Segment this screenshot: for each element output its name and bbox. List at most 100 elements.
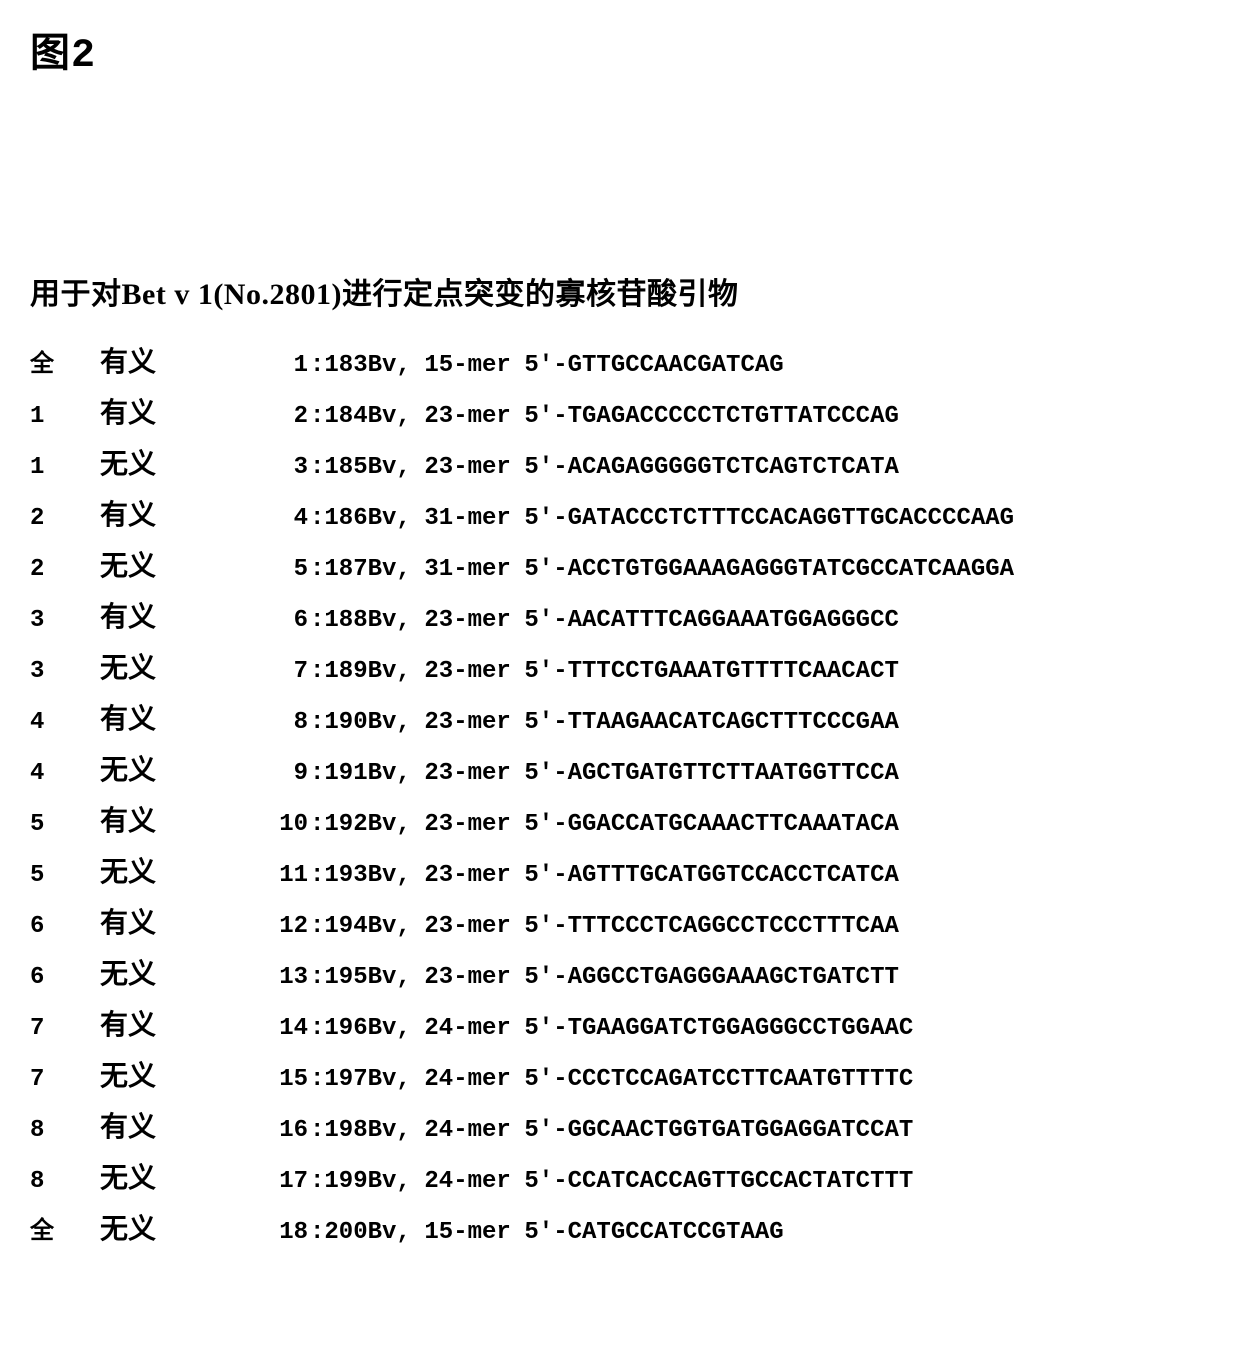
name-cell: 192Bv, — [324, 813, 424, 837]
name-cell: 194Bv, — [324, 915, 424, 939]
name-cell: 198Bv, — [324, 1119, 424, 1143]
index-suffix: : — [310, 864, 324, 888]
sense-cell: 无义 — [100, 1165, 250, 1193]
table-row: 5无义11: 193Bv,23-mer 5'-AGTTTGCATGGTCCACC… — [30, 859, 1210, 888]
sequence-cell: 5'-GGCAACTGGTGATGGAGGATCCAT — [524, 1119, 913, 1143]
table-row: 2无义5: 187Bv,31-mer 5'-ACCTGTGGAAAGAGGGTA… — [30, 553, 1210, 582]
name-cell: 187Bv, — [324, 558, 424, 582]
index-cell: 14 — [250, 1017, 310, 1041]
table-row: 1无义3: 185Bv,23-mer 5'-ACAGAGGGGGTCTCAGTC… — [30, 451, 1210, 480]
sense-cell: 有义 — [100, 604, 250, 632]
name-cell: 195Bv, — [324, 966, 424, 990]
sense-cell: 有义 — [100, 1114, 250, 1142]
length-cell: 23-mer — [424, 762, 524, 786]
name-cell: 191Bv, — [324, 762, 424, 786]
group-cell: 4 — [30, 711, 100, 735]
name-cell: 190Bv, — [324, 711, 424, 735]
name-cell: 188Bv, — [324, 609, 424, 633]
table-row: 2有义4:186Bv,31-mer 5'-GATACCCTCTTTCCACAGG… — [30, 502, 1210, 531]
index-cell: 8 — [250, 711, 310, 735]
sequence-cell: 5'-CCCTCCAGATCCTTCAATGTTTTC — [524, 1068, 913, 1092]
index-suffix: : — [310, 660, 324, 684]
index-suffix: : — [310, 558, 324, 582]
name-cell: 185Bv, — [324, 456, 424, 480]
group-cell: 1 — [30, 456, 100, 480]
group-cell: 4 — [30, 762, 100, 786]
name-cell: 183Bv, — [324, 354, 424, 378]
name-cell: 184Bv, — [324, 405, 424, 429]
group-cell: 5 — [30, 864, 100, 888]
sense-cell: 无义 — [100, 451, 250, 479]
name-cell: 193Bv, — [324, 864, 424, 888]
index-suffix: : — [310, 1119, 324, 1143]
sequence-cell: 5'-GATACCCTCTTTCCACAGGTTGCACCCCAAG — [524, 507, 1014, 531]
sense-cell: 有义 — [100, 349, 250, 377]
index-cell: 5 — [250, 558, 310, 582]
index-suffix: : — [310, 1068, 324, 1092]
sense-cell: 无义 — [100, 859, 250, 887]
sense-cell: 有义 — [100, 808, 250, 836]
table-row: 全无义18: 200Bv,15-mer 5'-CATGCCATCCGTAAG — [30, 1216, 1210, 1245]
table-row: 3无义7: 189Bv,23-mer 5'-TTTCCTGAAATGTTTTCA… — [30, 655, 1210, 684]
table-row: 8有义16: 198Bv,24-mer 5'-GGCAACTGGTGATGGAG… — [30, 1114, 1210, 1143]
group-cell: 7 — [30, 1068, 100, 1092]
table-row: 1有义2: 184Bv,23-mer 5'-TGAGACCCCCTCTGTTAT… — [30, 400, 1210, 429]
sequence-cell: 5'-GGACCATGCAAACTTCAAATACA — [524, 813, 898, 837]
index-cell: 17 — [250, 1170, 310, 1194]
index-suffix: : — [310, 1170, 324, 1194]
sequence-cell: 5'-AGCTGATGTTCTTAATGGTTCCA — [524, 762, 898, 786]
length-cell: 24-mer — [424, 1119, 524, 1143]
index-suffix: : — [310, 507, 324, 531]
name-cell: 197Bv, — [324, 1068, 424, 1092]
table-row: 6有义12: 194Bv,23-mer 5'-TTTCCCTCAGGCCTCCC… — [30, 910, 1210, 939]
sense-cell: 有义 — [100, 706, 250, 734]
primer-table: 全有义1: 183Bv,15-mer 5'-GTTGCCAACGATCAG1有义… — [30, 349, 1210, 1245]
index-cell: 16 — [250, 1119, 310, 1143]
group-cell: 5 — [30, 813, 100, 837]
length-cell: 23-mer — [424, 966, 524, 990]
sub-title: 用于对Bet v 1(No.2801)进行定点突变的寡核苷酸引物 — [30, 269, 1210, 313]
sequence-cell: 5'-TTAAGAACATCAGCTTTCCCGAA — [524, 711, 898, 735]
group-cell: 3 — [30, 660, 100, 684]
length-cell: 23-mer — [424, 915, 524, 939]
group-cell: 2 — [30, 507, 100, 531]
sense-cell: 有义 — [100, 1012, 250, 1040]
sense-cell: 无义 — [100, 961, 250, 989]
table-row: 3有义6: 188Bv,23-mer 5'-AACATTTCAGGAAATGGA… — [30, 604, 1210, 633]
sequence-cell: 5'-AACATTTCAGGAAATGGAGGGCC — [524, 609, 898, 633]
index-cell: 11 — [250, 864, 310, 888]
table-row: 8无义17: 199Bv,24-mer 5'-CCATCACCAGTTGCCAC… — [30, 1165, 1210, 1194]
index-suffix: : — [310, 1221, 324, 1245]
sense-cell: 有义 — [100, 910, 250, 938]
index-cell: 2 — [250, 405, 310, 429]
index-cell: 12 — [250, 915, 310, 939]
length-cell: 15-mer — [424, 354, 524, 378]
length-cell: 23-mer — [424, 864, 524, 888]
length-cell: 23-mer — [424, 609, 524, 633]
index-cell: 1 — [250, 354, 310, 378]
sense-cell: 无义 — [100, 553, 250, 581]
index-cell: 6 — [250, 609, 310, 633]
index-cell: 4 — [250, 507, 310, 531]
sense-cell: 有义 — [100, 400, 250, 428]
sequence-cell: 5'-TTTCCCTCAGGCCTCCCTTTCAA — [524, 915, 898, 939]
table-row: 5有义10: 192Bv,23-mer 5'-GGACCATGCAAACTTCA… — [30, 808, 1210, 837]
group-cell: 1 — [30, 405, 100, 429]
sense-cell: 有义 — [100, 502, 250, 530]
index-suffix: : — [310, 762, 324, 786]
length-cell: 23-mer — [424, 660, 524, 684]
table-row: 6无义13: 195Bv,23-mer 5'-AGGCCTGAGGGAAAGCT… — [30, 961, 1210, 990]
sense-cell: 无义 — [100, 655, 250, 683]
index-cell: 9 — [250, 762, 310, 786]
sequence-cell: 5'-TTTCCTGAAATGTTTTCAACACT — [524, 660, 898, 684]
index-suffix: : — [310, 966, 324, 990]
group-cell: 8 — [30, 1119, 100, 1143]
index-suffix: : — [310, 1017, 324, 1041]
group-cell: 8 — [30, 1170, 100, 1194]
index-suffix: : — [310, 354, 324, 378]
index-suffix: : — [310, 456, 324, 480]
table-row: 7无义15: 197Bv,24-mer 5'-CCCTCCAGATCCTTCAA… — [30, 1063, 1210, 1092]
index-cell: 15 — [250, 1068, 310, 1092]
index-suffix: : — [310, 609, 324, 633]
group-cell: 2 — [30, 558, 100, 582]
